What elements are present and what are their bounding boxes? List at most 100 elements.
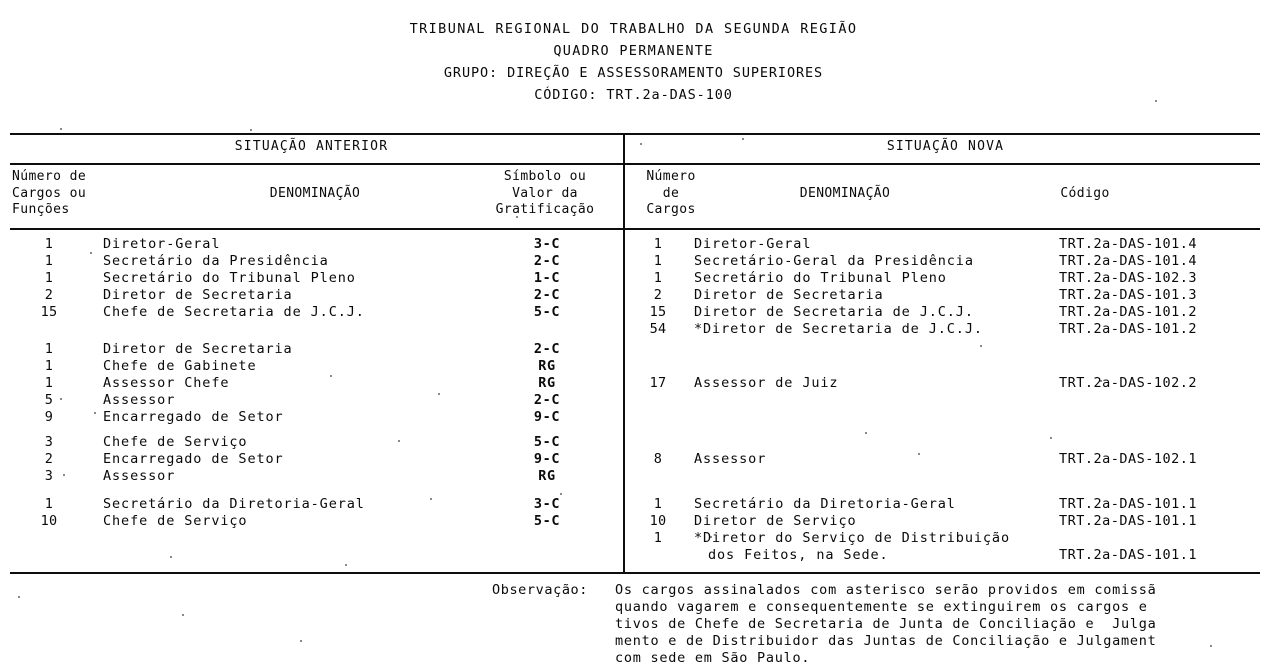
table-row: 1 Secretário da Diretoria-Geral 3-C 1 Secret… bbox=[0, 496, 1267, 513]
cell-new-quantity: 1 bbox=[653, 496, 663, 512]
table-row: 1 Assessor Chefe RG 17 Assessor de Juiz TRT.2… bbox=[0, 375, 1267, 392]
cell-new-quantity: 2 bbox=[653, 287, 663, 303]
cell-symbol-value: 2-C bbox=[533, 392, 561, 408]
cell-new-denomination: Diretor de Secretaria bbox=[694, 287, 884, 303]
cell-symbol-value: 2-C bbox=[533, 287, 561, 303]
cell-previous-quantity: 15 bbox=[40, 304, 58, 320]
cell-new-denomination: Secretário do Tribunal Pleno bbox=[694, 270, 947, 286]
cell-previous-denomination: Chefe de Serviço bbox=[103, 434, 248, 450]
cell-new-denomination: dos Feitos, na Sede. bbox=[708, 547, 889, 563]
scan-speckle bbox=[18, 596, 20, 598]
cell-previous-denomination: Diretor-Geral bbox=[103, 236, 221, 252]
cell-previous-quantity: 2 bbox=[44, 287, 54, 303]
scan-speckle bbox=[430, 498, 432, 500]
cell-new-denomination: Assessor bbox=[694, 451, 767, 467]
scan-speckle bbox=[330, 375, 332, 377]
cell-new-denomination: *Diretor do Serviço de Distribuição bbox=[694, 530, 1010, 546]
cell-previous-denomination: Assessor Chefe bbox=[103, 375, 230, 391]
cell-previous-denomination: Secretário da Diretoria-Geral bbox=[103, 496, 365, 512]
table-row: 1 *Diretor do Serviço de Distribuição bbox=[0, 530, 1267, 547]
cell-previous-denomination: Assessor bbox=[103, 468, 176, 484]
cell-symbol-value: 9-C bbox=[533, 409, 561, 425]
observation-line: tivos de Chefe de Secretaria de Junta de… bbox=[615, 616, 1157, 632]
cell-symbol-value: 1-C bbox=[533, 270, 561, 286]
cell-new-denomination: Diretor-Geral bbox=[694, 236, 812, 252]
cell-previous-quantity: 10 bbox=[40, 513, 58, 529]
cell-previous-denomination: Encarregado de Setor bbox=[103, 451, 284, 467]
table-rule-under-column-headers bbox=[10, 228, 1260, 230]
table-row: 3 Chefe de Serviço 5-C bbox=[0, 434, 1267, 451]
observation-note: Observação: Os cargos assinalados com as… bbox=[0, 582, 1267, 668]
cell-previous-denomination: Encarregado de Setor bbox=[103, 409, 284, 425]
scan-speckle bbox=[560, 493, 562, 495]
table-row: 9 Encarregado de Setor 9-C bbox=[0, 409, 1267, 426]
cell-symbol-value: 3-C bbox=[533, 496, 561, 512]
cell-previous-denomination: Chefe de Serviço bbox=[103, 513, 248, 529]
scan-speckle bbox=[438, 393, 440, 395]
column-header-new-denomination: DENOMINAÇÃO bbox=[799, 186, 891, 201]
cell-new-quantity: 1 bbox=[653, 236, 663, 252]
table-row: 2 Diretor de Secretaria 2-C 2 Diretor de Sec… bbox=[0, 287, 1267, 304]
document-title-block: TRIBUNAL REGIONAL DO TRABALHO DA SEGUNDA… bbox=[0, 18, 1267, 106]
observation-text: Os cargos assinalados com asterisco serã… bbox=[615, 582, 1267, 667]
section-caption-previous: SITUAÇÃO ANTERIOR bbox=[234, 139, 389, 154]
scan-speckle bbox=[918, 453, 920, 455]
cell-symbol-value: 5-C bbox=[533, 434, 561, 450]
table-row: 54 *Diretor de Secretaria de J.C.J. TRT.2a… bbox=[0, 321, 1267, 338]
cell-symbol-value: RG bbox=[538, 468, 556, 484]
cell-new-quantity: 8 bbox=[653, 451, 663, 467]
cell-previous-quantity: 1 bbox=[44, 341, 54, 357]
cell-code: TRT.2a-DAS-101.2 bbox=[1059, 321, 1198, 337]
cell-previous-denomination: Secretário do Tribunal Pleno bbox=[103, 270, 356, 286]
cell-symbol-value: RG bbox=[538, 375, 556, 391]
cell-new-denomination: Assessor de Juiz bbox=[694, 375, 839, 391]
cell-symbol-value: RG bbox=[538, 358, 556, 374]
cell-new-denomination: Diretor de Serviço bbox=[694, 513, 857, 529]
cell-code: TRT.2a-DAS-101.3 bbox=[1059, 287, 1198, 303]
cell-new-quantity: 10 bbox=[649, 513, 667, 529]
table-row: dos Feitos, na Sede. TRT.2a-DAS-101.1 bbox=[0, 547, 1267, 564]
cell-previous-quantity: 3 bbox=[44, 434, 54, 450]
cell-previous-quantity: 2 bbox=[44, 451, 54, 467]
observation-line: quando vagarem e consequentemente se ext… bbox=[615, 599, 1148, 615]
title-line-group: GRUPO: DIREÇÃO E ASSESSORAMENTO SUPERIOR… bbox=[443, 65, 824, 81]
cell-previous-quantity: 1 bbox=[44, 270, 54, 286]
scan-speckle bbox=[1100, 380, 1102, 382]
cell-previous-quantity: 3 bbox=[44, 468, 54, 484]
cell-previous-quantity: 1 bbox=[44, 375, 54, 391]
section-caption-new: SITUAÇÃO NOVA bbox=[886, 139, 1005, 154]
scan-speckle bbox=[300, 640, 302, 642]
column-header-symbol-value: Símbolo ou Valor da Gratificação bbox=[495, 169, 595, 217]
cell-previous-quantity: 9 bbox=[44, 409, 54, 425]
cell-previous-quantity: 1 bbox=[44, 496, 54, 512]
table-block: 3 Chefe de Serviço 5-C 2 Encarregado de Seto… bbox=[0, 434, 1267, 485]
cell-previous-quantity: 1 bbox=[44, 236, 54, 252]
cell-symbol-value: 2-C bbox=[533, 341, 561, 357]
cell-code: TRT.2a-DAS-101.1 bbox=[1059, 513, 1198, 529]
table-row: 1 Diretor-Geral 3-C 1 Diretor-Geral TRT.2a-DA… bbox=[0, 236, 1267, 253]
cell-code: TRT.2a-DAS-101.4 bbox=[1059, 253, 1198, 269]
table-row: 1 Secretário do Tribunal Pleno 1-C 1 Secretá… bbox=[0, 270, 1267, 287]
observation-line: mento e de Distribuidor das Juntas de Co… bbox=[615, 633, 1157, 649]
column-header-code: Código bbox=[1060, 186, 1110, 201]
table-block: 1 Diretor-Geral 3-C 1 Diretor-Geral TRT.2a-DA… bbox=[0, 236, 1267, 338]
cell-previous-quantity: 5 bbox=[44, 392, 54, 408]
cell-code: TRT.2a-DAS-102.3 bbox=[1059, 270, 1198, 286]
scan-speckle bbox=[90, 252, 92, 254]
table-row: 1 Diretor de Secretaria 2-C bbox=[0, 341, 1267, 358]
cell-code: TRT.2a-DAS-101.2 bbox=[1059, 304, 1198, 320]
cell-previous-quantity: 1 bbox=[44, 253, 54, 269]
cell-symbol-value: 3-C bbox=[533, 236, 561, 252]
table-rule-under-section-caption bbox=[10, 163, 1260, 165]
cell-symbol-value: 5-C bbox=[533, 513, 561, 529]
cell-new-quantity: 17 bbox=[649, 375, 667, 391]
scan-speckle bbox=[980, 345, 982, 347]
table-rule-top bbox=[10, 133, 1260, 135]
cell-new-denomination: Secretário da Diretoria-Geral bbox=[694, 496, 956, 512]
cell-code: TRT.2a-DAS-102.1 bbox=[1059, 451, 1198, 467]
cell-code: TRT.2a-DAS-101.4 bbox=[1059, 236, 1198, 252]
title-line-code: CÓDIGO: TRT.2a-DAS-100 bbox=[534, 87, 733, 103]
cell-code: TRT.2a-DAS-101.1 bbox=[1059, 547, 1198, 563]
table-row: 1 Chefe de Gabinete RG bbox=[0, 358, 1267, 375]
